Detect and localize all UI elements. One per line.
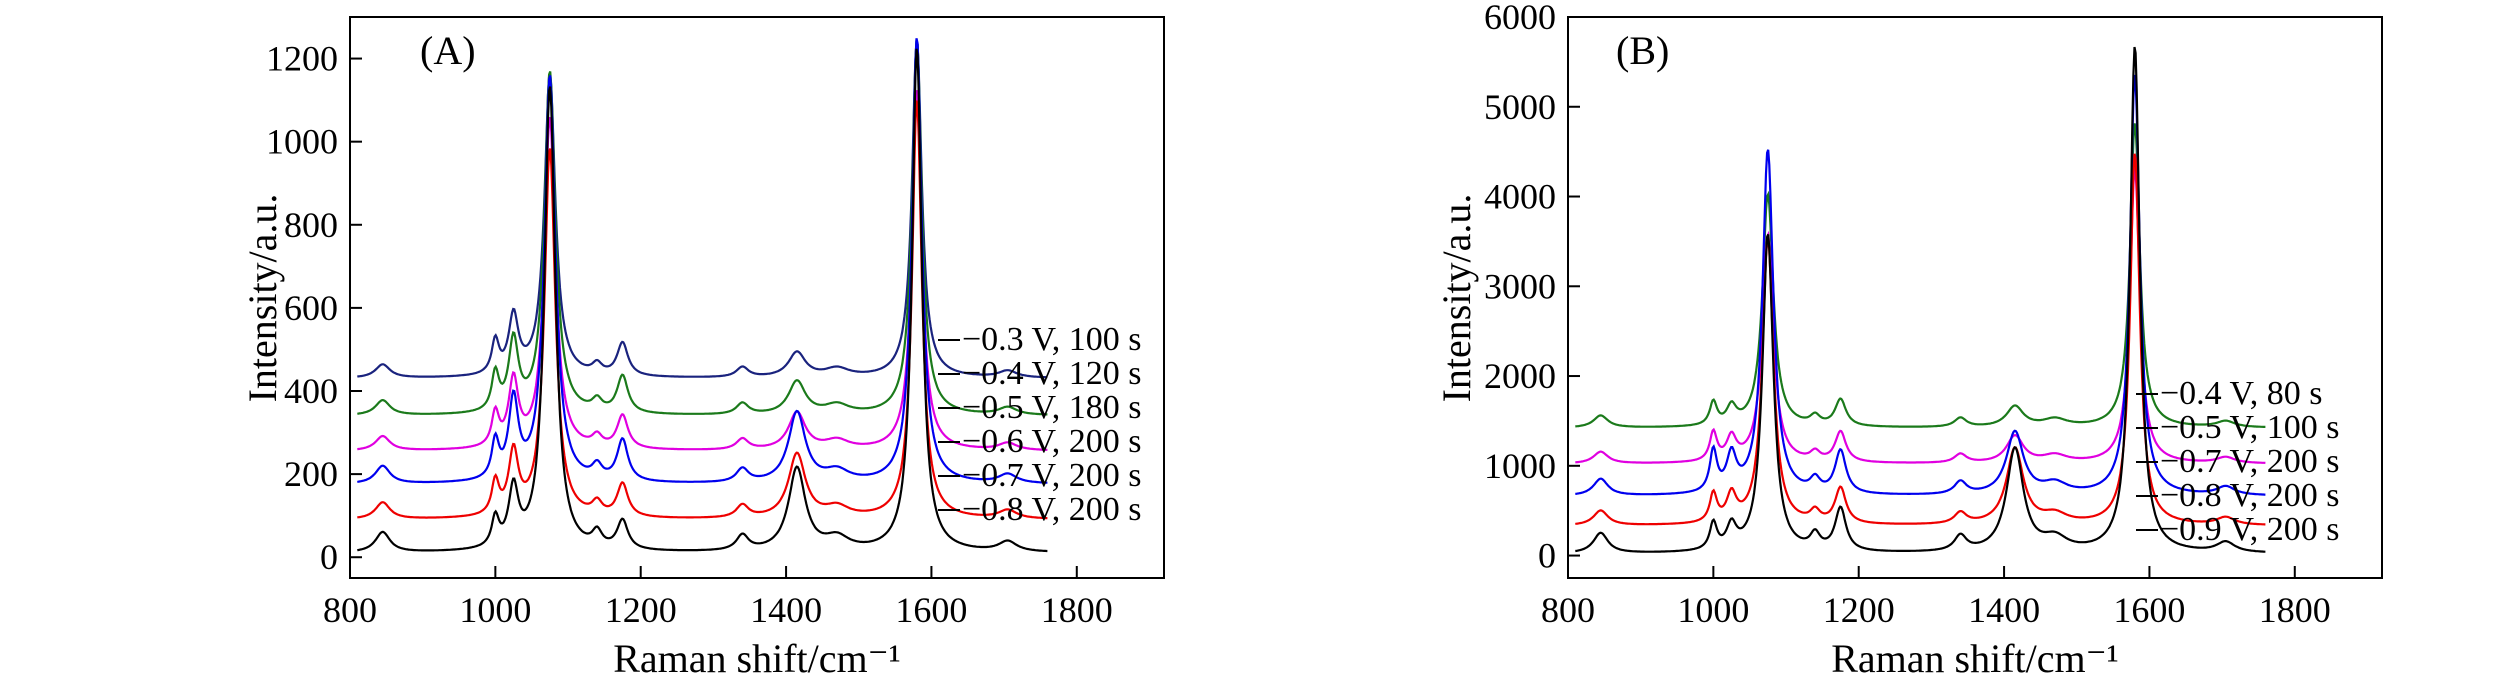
panel-a-legend: −0.3 V, 100 s−0.4 V, 120 s−0.5 V, 180 s−… [938,321,1141,528]
panel-a-label: (A) [420,28,476,73]
panel-b-label: (B) [1616,28,1669,73]
panel-b: 800 1000 1200 1400 1600 1800 0 1000 2000 3000 400… [1434,0,2383,681]
x-tick-label: 1200 [1823,590,1895,630]
y-tick-label: 1000 [1484,446,1556,486]
legend-entry: −0.5 V, 180 s [962,389,1141,426]
legend-entry: −0.9 V, 200 s [2160,511,2339,548]
x-tick-label: 800 [323,590,377,630]
panel-b-y-axis-label: Intensity/a.u. [1434,194,1479,403]
legend-entry: −0.6 V, 200 s [962,423,1141,460]
x-tick-label: 1000 [1677,590,1749,630]
panel-a-x-ticks: 800 1000 1200 1400 1600 1800 [323,566,1113,630]
x-tick-label: 1200 [605,590,677,630]
series-line [1575,74,2266,496]
series-line [1575,153,2266,526]
series-line [357,90,1048,451]
panel-b-x-ticks: 800 1000 1200 1400 1600 1800 [1541,566,2331,630]
panel-a-y-ticks: 0 200 400 600 800 1000 1200 [266,39,362,577]
y-tick-label: 800 [284,205,338,245]
y-tick-label: 4000 [1484,177,1556,217]
x-tick-label: 1800 [2259,590,2331,630]
panel-b-frame [1567,16,2383,579]
panel-b-x-axis-label: Raman shift/cm⁻¹ [1831,636,2119,681]
y-tick-label: 6000 [1484,0,1556,37]
panel-a-frame [349,16,1165,579]
y-tick-label: 600 [284,288,338,328]
legend-entry: −0.5 V, 100 s [2160,409,2339,446]
legend-entry: −0.4 V, 120 s [962,355,1141,392]
legend-entry: −0.7 V, 200 s [962,457,1141,494]
y-tick-label: 0 [320,537,338,577]
y-tick-label: 2000 [1484,356,1556,396]
series-line [357,40,1048,416]
legend-entry: −0.3 V, 100 s [962,321,1141,358]
x-tick-label: 1000 [459,590,531,630]
x-tick-label: 800 [1541,590,1595,630]
x-tick-label: 1600 [2113,590,2185,630]
y-tick-label: 1000 [266,122,338,162]
x-tick-label: 1400 [1968,590,2040,630]
series-line [357,40,1048,379]
panel-a-y-axis-label: Intensity/a.u. [240,194,285,403]
series-line [1575,123,2266,428]
panel-a: 800 1000 1200 1400 1600 1800 0 200 400 600 800 100… [240,16,1165,681]
panel-b-legend: −0.4 V, 80 s−0.5 V, 100 s−0.7 V, 200 s−0… [2136,375,2339,548]
legend-entry: −0.8 V, 200 s [2160,477,2339,514]
series-line [357,100,1048,520]
y-tick-label: 400 [284,371,338,411]
x-tick-label: 1800 [1041,590,1113,630]
series-line [1575,167,2266,464]
panel-a-curves [357,38,1048,553]
x-tick-label: 1400 [750,590,822,630]
legend-entry: −0.4 V, 80 s [2160,375,2322,412]
y-tick-label: 5000 [1484,87,1556,127]
y-tick-label: 3000 [1484,266,1556,306]
panel-a-x-axis-label: Raman shift/cm⁻¹ [613,636,901,681]
series-line [357,38,1048,484]
series-line [1575,46,2266,553]
series-line [357,48,1048,553]
y-tick-label: 200 [284,454,338,494]
legend-entry: −0.7 V, 200 s [2160,443,2339,480]
legend-entry: −0.8 V, 200 s [962,491,1141,528]
x-tick-label: 1600 [895,590,967,630]
y-tick-label: 1200 [266,39,338,79]
panel-b-curves [1575,46,2266,553]
panel-b-y-ticks: 0 1000 2000 3000 4000 5000 6000 [1484,0,1580,576]
y-tick-label: 0 [1538,536,1556,576]
